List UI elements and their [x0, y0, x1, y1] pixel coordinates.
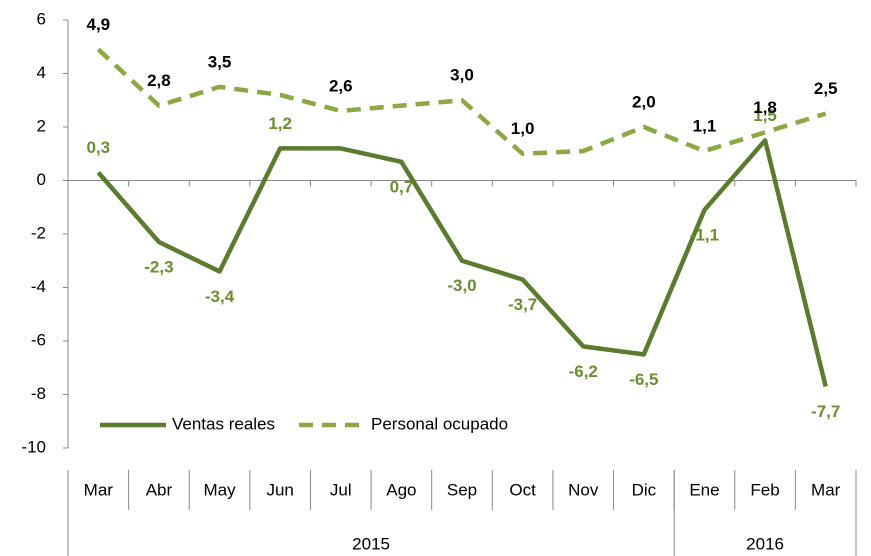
line-series: [96, 47, 827, 156]
x-tick-label: Jun: [266, 480, 293, 499]
legend-label: Ventas reales: [172, 414, 275, 433]
data-label: -6,2: [569, 362, 598, 381]
data-label: -2,3: [144, 258, 173, 277]
y-tick-label: 6: [37, 9, 46, 28]
data-label: 1,2: [268, 114, 292, 133]
x-tick-label: Mar: [811, 480, 841, 499]
data-label: 2,5: [814, 79, 838, 98]
data-label: -3,4: [205, 287, 235, 306]
data-label: 1,8: [753, 98, 777, 117]
data-label: -6,5: [629, 370, 658, 389]
data-label: -3,7: [508, 295, 537, 314]
group-label: 2015: [352, 534, 390, 553]
y-tick-label: 0: [37, 170, 46, 189]
x-tick-label: Dic: [632, 480, 657, 499]
data-label: 3,5: [208, 52, 232, 71]
y-tick-label: 2: [37, 116, 46, 135]
x-tick-label: Oct: [509, 480, 536, 499]
x-tick-label: Nov: [568, 480, 599, 499]
data-label: 4,9: [86, 15, 110, 34]
data-label: 1,0: [511, 119, 535, 138]
x-tick-label: May: [203, 480, 236, 499]
x-tick-label: Ago: [386, 480, 416, 499]
data-label: -7,7: [811, 402, 840, 421]
data-label: 0,3: [86, 138, 110, 157]
line-series: [96, 138, 828, 388]
y-tick-label: -4: [31, 277, 46, 296]
data-label: 3,0: [450, 66, 474, 85]
y-tick-label: -8: [31, 384, 46, 403]
x-tick-label: Mar: [84, 480, 114, 499]
x-tick-label: Feb: [750, 480, 779, 499]
x-tick-label: Jul: [330, 480, 352, 499]
data-label: 0,7: [390, 177, 414, 196]
data-label: -3,0: [447, 276, 476, 295]
x-tick-label: Sep: [447, 480, 477, 499]
data-label: 1,1: [693, 117, 717, 136]
y-tick-label: -6: [31, 330, 46, 349]
group-label: 2016: [746, 534, 784, 553]
data-label: 2,6: [329, 76, 353, 95]
data-label: -1,1: [690, 225, 719, 244]
x-tick-label: Ene: [689, 480, 719, 499]
y-tick-label: -10: [21, 437, 46, 456]
x-tick-label: Abr: [146, 480, 173, 499]
data-label: 2,0: [632, 92, 656, 111]
data-label: 1,5: [753, 106, 777, 125]
data-label: 2,8: [147, 71, 171, 90]
y-tick-label: -2: [31, 223, 46, 242]
legend-label: Personal ocupado: [371, 414, 508, 433]
y-tick-label: 4: [37, 63, 46, 82]
